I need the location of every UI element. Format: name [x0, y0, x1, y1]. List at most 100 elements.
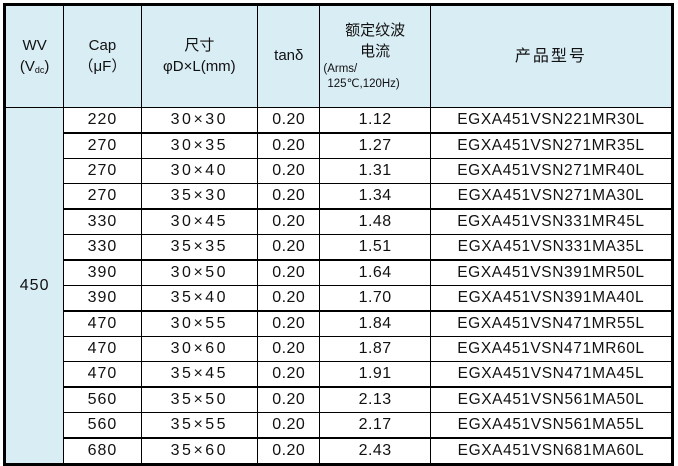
cell-ripple: 1.34 [319, 183, 431, 210]
cell-ripple: 2.13 [319, 386, 431, 413]
cell-ripple: 1.27 [319, 132, 431, 159]
table-row: 270 35×30 0.20 1.34 EGXA451VSN271MA30L [5, 183, 674, 210]
cell-model: EGXA451VSN271MR35L [429, 132, 674, 159]
cell-tand: 0.20 [257, 285, 321, 312]
cell-model: EGXA451VSN271MR40L [429, 158, 674, 184]
table-row: 390 30×50 0.20 1.64 EGXA451VSN391MR50L [5, 259, 674, 286]
cell-size: 35×30 [140, 183, 259, 210]
header-ripple-line1: 额定纹波 [345, 22, 406, 40]
table-row: 560 35×55 0.20 2.17 EGXA451VSN561MA55L [5, 412, 674, 439]
cell-size: 30×55 [140, 310, 259, 337]
cell-tand: 0.20 [257, 158, 321, 184]
cell-wv-merged: 450 [3, 107, 65, 466]
cell-ripple: 1.64 [319, 259, 431, 286]
cell-model: EGXA451VSN471MR55L [429, 310, 674, 337]
cell-size: 30×50 [140, 259, 259, 286]
cell-ripple: 1.70 [319, 285, 431, 312]
table-row: 330 30×45 0.20 1.48 EGXA451VSN331MR45L [5, 208, 674, 235]
cell-size: 35×40 [140, 285, 259, 312]
header-product-model: 产品型号 [429, 4, 674, 108]
cell-size: 35×55 [140, 412, 259, 439]
table-row: 270 30×35 0.20 1.27 EGXA451VSN271MR35L [5, 132, 674, 159]
cell-model: EGXA451VSN391MR50L [429, 259, 674, 286]
header-size: 尺寸 φD×L(mm) [140, 4, 259, 108]
table-row: 470 35×45 0.20 1.91 EGXA451VSN471MA45L [5, 361, 674, 388]
cell-tand: 0.20 [257, 361, 321, 388]
cell-model: EGXA451VSN331MA35L [429, 234, 674, 261]
cell-size: 35×45 [140, 361, 259, 388]
table-row: 330 35×35 0.20 1.51 EGXA451VSN331MA35L [5, 234, 674, 261]
cell-size: 30×45 [140, 208, 259, 235]
cell-cap: 470 [63, 310, 142, 337]
cell-tand: 0.20 [257, 386, 321, 413]
cell-ripple: 2.43 [319, 437, 431, 465]
cell-cap: 330 [63, 234, 142, 261]
cell-tand: 0.20 [257, 132, 321, 159]
table-row: 450 220 30×30 0.20 1.12 EGXA451VSN221MR30… [3, 107, 674, 466]
cell-cap: 270 [63, 158, 142, 184]
header-wv-line1: WV [22, 37, 47, 55]
cell-tand: 0.20 [257, 208, 321, 235]
header-cap: Cap （μF） [63, 4, 142, 108]
cell-cap: 560 [63, 412, 142, 439]
cell-cap: 270 [63, 132, 142, 159]
table-row: 470 30×60 0.20 1.87 EGXA451VSN471MR60L [5, 336, 674, 362]
cell-cap: 560 [63, 386, 142, 413]
cell-ripple: 2.17 [319, 412, 431, 439]
cell-tand: 0.20 [257, 107, 321, 134]
cell-model: EGXA451VSN331MR45L [429, 208, 674, 235]
cell-model: EGXA451VSN471MR60L [429, 336, 674, 362]
cell-cap: 220 [63, 107, 142, 134]
header-size-line1: 尺寸 [184, 37, 215, 55]
cell-model: EGXA451VSN221MR30L [429, 107, 674, 134]
wv-subscript: dc [34, 64, 45, 75]
header-ripple-units1: (Arms/ [323, 62, 358, 75]
cell-cap: 680 [63, 437, 142, 465]
cell-ripple: 1.48 [319, 208, 431, 235]
cell-size: 30×30 [140, 107, 259, 134]
cell-model: EGXA451VSN561MA55L [429, 412, 674, 439]
cell-ripple: 1.91 [319, 361, 431, 388]
table-row: 680 35×60 0.20 2.43 EGXA451VSN681MA60L [5, 437, 674, 465]
cell-cap: 270 [63, 183, 142, 210]
cell-model: EGXA451VSN471MA45L [429, 361, 674, 388]
header-cap-line2: （μF） [78, 57, 127, 75]
table-row: 390 35×40 0.20 1.70 EGXA451VSN391MA40L [5, 285, 674, 312]
header-size-line2: φD×L(mm) [163, 57, 236, 75]
cell-size: 35×50 [140, 386, 259, 413]
cell-tand: 0.20 [257, 259, 321, 286]
cell-model: EGXA451VSN681MA60L [429, 437, 674, 465]
cell-tand: 0.20 [257, 336, 321, 362]
cell-cap: 470 [63, 361, 142, 388]
table-row: 560 35×50 0.20 2.13 EGXA451VSN561MA50L [5, 386, 674, 413]
cell-cap: 330 [63, 208, 142, 235]
cell-ripple: 1.84 [319, 310, 431, 337]
header-wv: WV (Vdc) [3, 4, 65, 108]
cell-model: EGXA451VSN271MA30L [429, 183, 674, 210]
header-tand: tanδ [257, 4, 321, 108]
cell-ripple: 1.31 [319, 158, 431, 184]
header-ripple-line2: 电流 [360, 42, 391, 60]
cell-cap: 390 [63, 285, 142, 312]
cell-size: 35×35 [140, 234, 259, 261]
table-row: 470 30×55 0.20 1.84 EGXA451VSN471MR55L [5, 310, 674, 337]
cell-model: EGXA451VSN561MA50L [429, 386, 674, 413]
header-wv-line2: (Vdc) [19, 57, 50, 75]
table-row: 270 30×40 0.20 1.31 EGXA451VSN271MR40L [5, 158, 674, 184]
cell-ripple: 1.87 [319, 336, 431, 362]
cell-ripple: 1.51 [319, 234, 431, 261]
header-cap-line1: Cap [88, 37, 117, 55]
header-ripple-current: 额定纹波 电流 (Arms/ 125℃,120Hz) [319, 4, 431, 108]
cell-tand: 0.20 [257, 310, 321, 337]
cell-size: 30×40 [140, 158, 259, 184]
cell-cap: 470 [63, 336, 142, 362]
cell-size: 30×60 [140, 336, 259, 362]
header-ripple-units2: 125℃,120Hz) [327, 77, 400, 90]
capacitor-spec-table: WV (Vdc) Cap （μF） 尺寸 φD×L(mm) tanδ 额定纹波 … [3, 3, 674, 466]
header-row: WV (Vdc) Cap （μF） 尺寸 φD×L(mm) tanδ 额定纹波 … [3, 4, 674, 108]
cell-model: EGXA451VSN391MA40L [429, 285, 674, 312]
cell-tand: 0.20 [257, 412, 321, 439]
cell-tand: 0.20 [257, 183, 321, 210]
cell-cap: 390 [63, 259, 142, 286]
